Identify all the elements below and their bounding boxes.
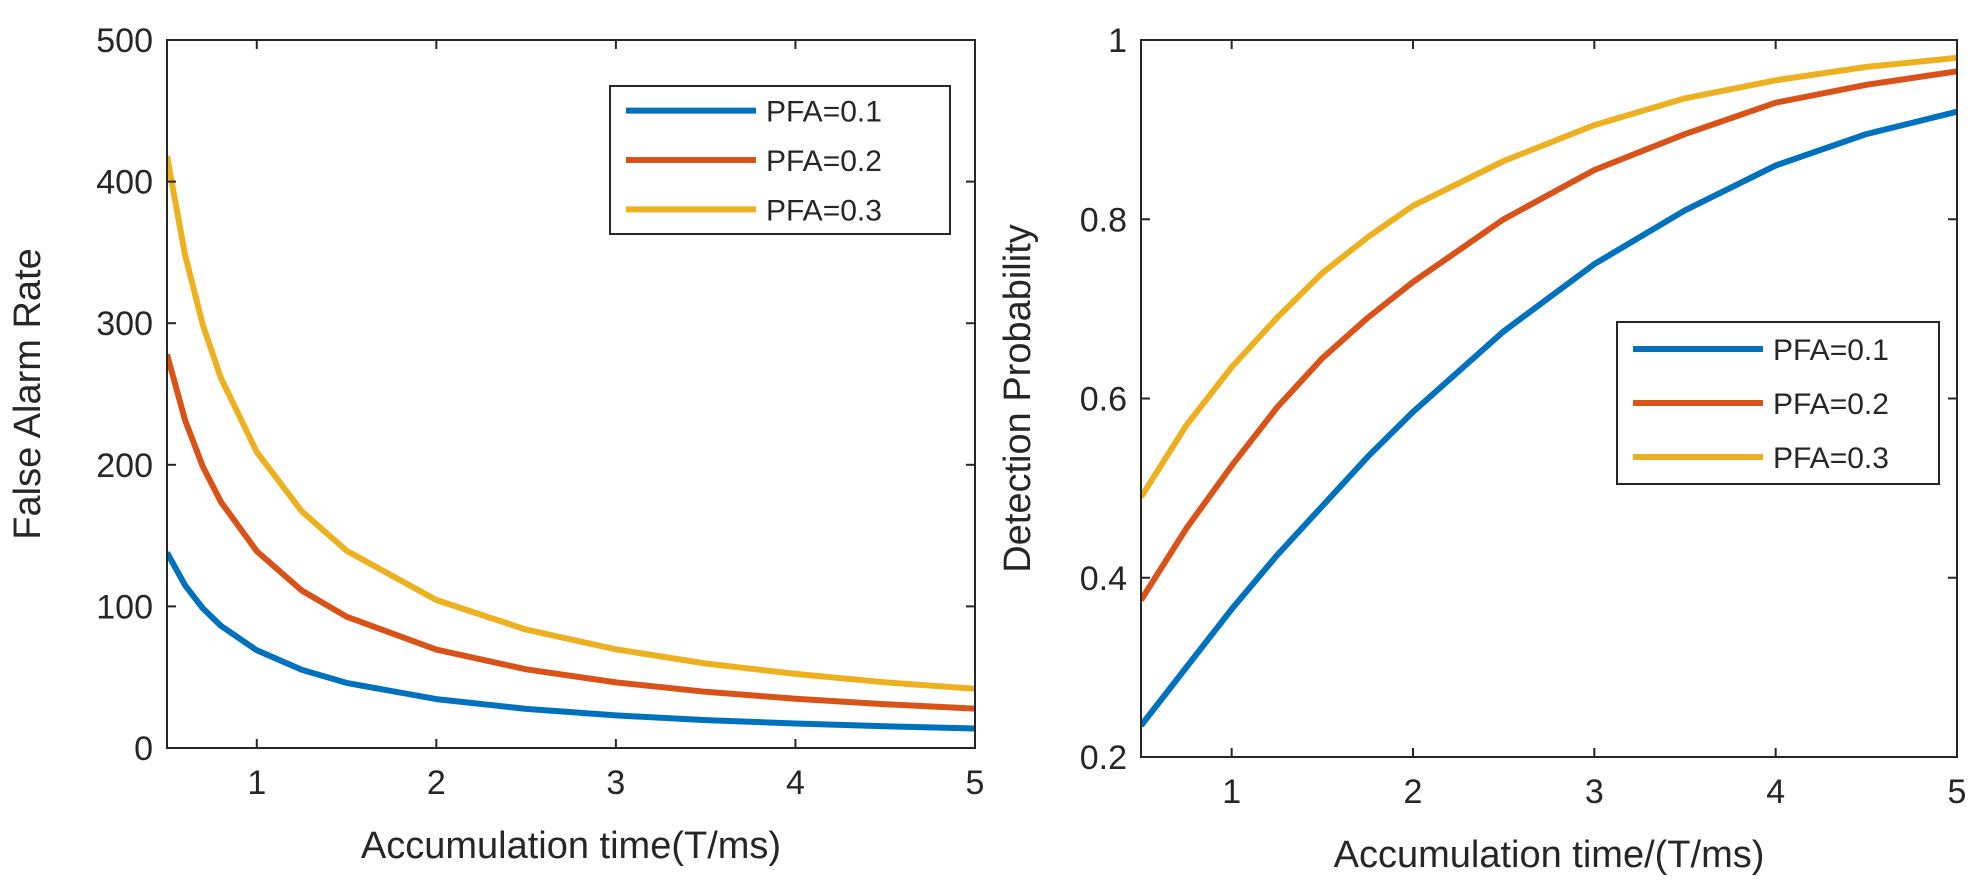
- legend: PFA=0.1 PFA=0.2 PFA=0.3: [609, 85, 951, 235]
- y-tick-label: 0.4: [1080, 560, 1127, 598]
- y-tick-label: 1: [1108, 22, 1127, 60]
- y-tick-label: 0.2: [1080, 739, 1127, 777]
- x-tick-label: 5: [1948, 773, 1967, 811]
- x-tick-label: 4: [1766, 773, 1785, 811]
- x-axis-label: Accumulation time(T/ms): [361, 825, 781, 867]
- y-tick-label: 0.6: [1080, 381, 1127, 419]
- chart-1: 1 2 3 4 5 0 100 200 300 400 500 Accumulation time(T…: [7, 22, 984, 867]
- y-axis-label: False Alarm Rate: [7, 248, 49, 539]
- x-axis-label: Accumulation time/(T/ms): [1334, 834, 1765, 876]
- series-line-pfa-0-3: [167, 155, 975, 692]
- chart-2: 1 2 3 4 5 0.2 0.4 0.6 0.8 1 Accumulation time/(T/m…: [997, 22, 1966, 876]
- x-tick-label: 4: [786, 764, 805, 802]
- x-tick-label: 2: [427, 764, 446, 802]
- y-tick-label: 400: [96, 164, 153, 202]
- y-axis-label: Detection Probability: [997, 224, 1039, 573]
- legend-label: PFA=0.3: [766, 194, 882, 227]
- series-line-pfa-0-3: [1141, 54, 1957, 499]
- series-line-pfa-0-1: [1141, 108, 1957, 728]
- legend-label: PFA=0.1: [766, 96, 882, 129]
- x-tick-label: 2: [1404, 773, 1423, 811]
- y-tick-label: 500: [96, 22, 153, 60]
- legend: PFA=0.1 PFA=0.2 PFA=0.3: [1616, 321, 1940, 485]
- legend-label: PFA=0.2: [766, 145, 882, 178]
- series-line-pfa-0-1: [167, 551, 975, 732]
- y-tick-label: 0.8: [1080, 201, 1127, 239]
- legend-label: PFA=0.2: [1773, 388, 1889, 421]
- x-tick-label: 1: [1222, 773, 1241, 811]
- series-line-pfa-0-2: [1141, 68, 1957, 602]
- x-tick-label: 3: [606, 764, 625, 802]
- y-tick-label: 300: [96, 305, 153, 343]
- legend-label: PFA=0.1: [1773, 334, 1889, 367]
- y-tick-label: 0: [134, 730, 153, 768]
- x-tick-label: 3: [1585, 773, 1604, 811]
- y-tick-label: 200: [96, 447, 153, 485]
- y-tick-label: 100: [96, 588, 153, 626]
- axes-box: [166, 39, 976, 749]
- series-line-pfa-0-2: [167, 353, 975, 712]
- x-tick-label: 1: [247, 764, 266, 802]
- legend-label: PFA=0.3: [1773, 442, 1889, 475]
- x-tick-label: 5: [966, 764, 985, 802]
